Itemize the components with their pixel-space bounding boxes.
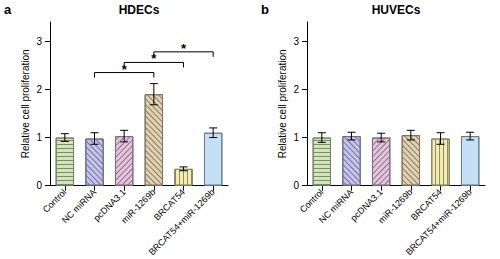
svg-text:NC miRNA: NC miRNA xyxy=(60,187,98,225)
svg-text:3: 3 xyxy=(36,36,42,47)
svg-text:miR-1269b: miR-1269b xyxy=(119,187,157,225)
svg-text:pcDNA3.1: pcDNA3.1 xyxy=(91,187,128,224)
svg-text:Relative cell proliferation: Relative cell proliferation xyxy=(20,49,31,158)
svg-text:BRCAT54+miR-1269b: BRCAT54+miR-1269b xyxy=(147,187,217,257)
svg-text:Control: Control xyxy=(41,187,69,215)
svg-text:3: 3 xyxy=(293,36,299,47)
svg-text:0: 0 xyxy=(36,180,42,191)
svg-text:miR-1269b: miR-1269b xyxy=(376,187,414,225)
svg-text:1: 1 xyxy=(293,132,299,143)
svg-text:NC miRNA: NC miRNA xyxy=(317,187,355,225)
svg-text:1: 1 xyxy=(36,132,42,143)
svg-text:0: 0 xyxy=(293,180,299,191)
svg-text:2: 2 xyxy=(36,84,42,95)
svg-text:BRCAT54+miR-1269b: BRCAT54+miR-1269b xyxy=(404,187,474,257)
svg-text:Control: Control xyxy=(298,187,326,215)
svg-text:Relative cell proliferation: Relative cell proliferation xyxy=(277,49,288,158)
svg-text:a: a xyxy=(4,2,12,17)
svg-text:2: 2 xyxy=(293,84,299,95)
svg-text:b: b xyxy=(261,2,269,17)
svg-text:HDECs: HDECs xyxy=(119,3,160,17)
svg-text:*: * xyxy=(181,41,187,56)
svg-text:HUVECs: HUVECs xyxy=(372,3,421,17)
svg-text:pcDNA3.1: pcDNA3.1 xyxy=(348,187,385,224)
